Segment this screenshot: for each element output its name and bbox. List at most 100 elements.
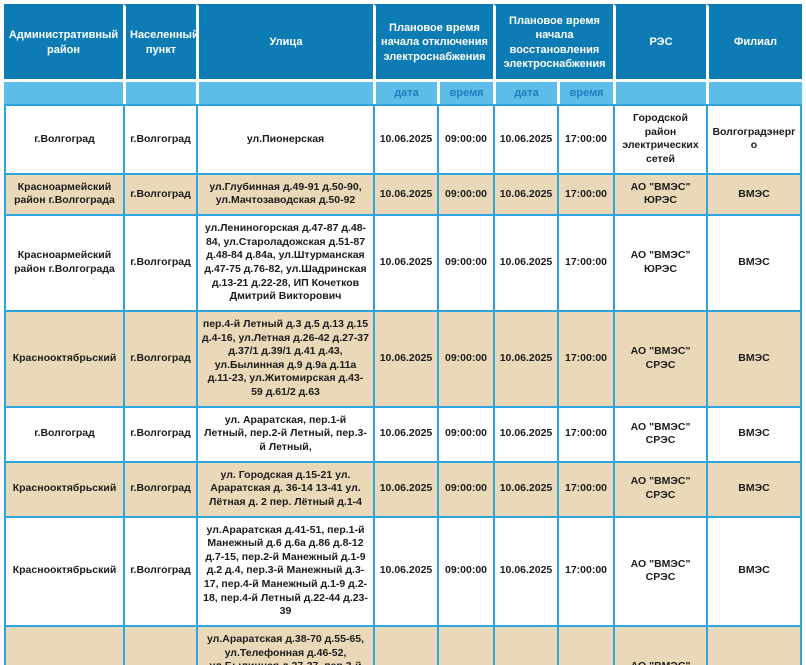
cell-on-time: 17:00:00 [557, 214, 613, 310]
cell-off-date: 10.06.2025 [373, 172, 437, 215]
cell-off-time: 09:00:00 [437, 460, 493, 516]
cell-res: АО "ВМЭС" СРЭС [613, 309, 706, 406]
cell-on-date: 10.06.2025 [493, 172, 557, 215]
table-row: Краснооктябрьский г.Волгоград ул. Городска… [4, 460, 802, 516]
table-row: Краснооктябрьскийг.Волгоградул.Араратска… [4, 625, 802, 665]
cell-settlement: г.Волгоград [123, 625, 196, 665]
cell-off-time: 09:00:00 [437, 214, 493, 310]
table-row: г.Волгоград г.Волгоград ул.Пионерская 10.06… [4, 104, 802, 173]
cell-off-date: 10.06.2025 [373, 309, 437, 406]
cell-res: Городской район электрических сетей [613, 104, 706, 173]
cell-district: г.Волгоград [4, 104, 123, 173]
header-cell-2: Улица [196, 4, 373, 80]
cell-branch: ВМЭС [706, 515, 802, 626]
cell-off-time: 09:00:00 [437, 172, 493, 215]
cell-res: АО "ВМЭС" СРЭС [613, 405, 706, 461]
cell-settlement: г.Волгоград [123, 405, 196, 461]
table-row: Красноармейский район г.Волгограда г.Волг… [4, 214, 802, 310]
cell-settlement: г.Волгоград [123, 515, 196, 626]
cell-off-time: 09:00:00 [437, 405, 493, 461]
header-cell-5: РЭС [613, 4, 706, 80]
cell-res: АО "ВМЭС" СРЭС [613, 515, 706, 626]
subheader-empty-5 [613, 79, 706, 105]
cell-branch: Волгоградэнерго [706, 104, 802, 173]
cell-district: Красноармейский район г.Волгограда [4, 172, 123, 215]
header-cell-6: Филиал [706, 4, 802, 80]
cell-street: ул.Глубинная д.49-91 д.50-90, ул.Мачтоза… [196, 172, 373, 215]
cell-res: АО "ВМЭС" СРЭС [613, 625, 706, 665]
cell-off-date: 10.06.2025 [373, 460, 437, 516]
cell-on-time: 17:00:00 [557, 104, 613, 173]
cell-district: г.Волгоград [4, 405, 123, 461]
header-cell-3: Плановое время начала отключения электро… [373, 4, 493, 80]
cell-branch: ВМЭС [706, 460, 802, 516]
cell-on-time: 17:00:00 [557, 515, 613, 626]
cell-on-time: 17:00:00 [557, 405, 613, 461]
cell-district: Краснооктябрьский [4, 515, 123, 626]
header-cell-1: Населенный пункт [123, 4, 199, 80]
table-header: Административный район Населенный пункт Ул… [4, 4, 802, 105]
cell-on-date: 10.06.2025 [493, 104, 557, 173]
cell-branch: ВМЭС [706, 214, 802, 310]
subheader-cell-time-3: время [437, 79, 493, 105]
cell-on-date: 10.06.2025 [493, 405, 557, 461]
cell-off-date: 10.06.2025 [373, 104, 437, 173]
cell-res: АО "ВМЭС" СРЭС [613, 460, 706, 516]
cell-settlement: г.Волгоград [123, 104, 196, 173]
cell-settlement: г.Волгоград [123, 309, 196, 406]
cell-off-time: 09:00:00 [437, 104, 493, 173]
cell-on-date: 10.06.2025 [493, 460, 557, 516]
cell-off-time: 09:00:00 [437, 515, 493, 626]
header-cell-4: Плановое время начала восстановления эле… [493, 4, 613, 80]
cell-branch: ВМЭС [706, 405, 802, 461]
cell-on-time: 17:00:00 [557, 172, 613, 215]
cell-settlement: г.Волгоград [123, 460, 196, 516]
cell-off-date: 10.06.2025 [373, 625, 437, 665]
cell-street: ул. Городская д.15-21 ул. Араратская д. … [196, 460, 373, 516]
subheader-cell-time-4: время [557, 79, 613, 105]
cell-on-date: 10.06.2025 [493, 309, 557, 406]
subheader-empty-0 [4, 79, 123, 105]
subheader-empty-1 [123, 79, 196, 105]
cell-off-date: 10.06.2025 [373, 405, 437, 461]
cell-off-date: 10.06.2025 [373, 515, 437, 626]
cell-street: ул. Араратская, пер.1-й Летный, пер.2-й … [196, 405, 373, 461]
cell-branch: ВМЭС [706, 172, 802, 215]
cell-district: Краснооктябрьский [4, 625, 123, 665]
cell-settlement: г.Волгоград [123, 214, 196, 310]
cell-street: ул.Пионерская [196, 104, 373, 173]
cell-res: АО "ВМЭС" ЮРЭС [613, 214, 706, 310]
cell-district: Краснооктябрьский [4, 309, 123, 406]
cell-off-time: 09:00:00 [437, 309, 493, 406]
cell-on-time: 17:00:00 [557, 625, 613, 665]
cell-on-date: 10.06.2025 [493, 214, 557, 310]
outage-table: Административный район Населенный пункт Ул… [4, 4, 802, 665]
cell-branch: ВМЭС [706, 309, 802, 406]
header-cell-0: Административный район [4, 4, 123, 80]
subheader-empty-6 [706, 79, 802, 105]
cell-district: Краснооктябрьский [4, 460, 123, 516]
cell-on-date: 10.06.2025 [493, 625, 557, 665]
subheader-cell-date-4: дата [493, 79, 557, 105]
cell-off-time: 09:00:00 [437, 625, 493, 665]
cell-street: пер.4-й Летный д.3 д.5 д.13 д.15 д.4-16,… [196, 309, 373, 406]
subheader-empty-2 [196, 79, 373, 105]
cell-street: ул.Араратская д.41-51, пер.1-й Манежный … [196, 515, 373, 626]
cell-street: ул.Араратская д.38-70 д.55-65, ул.Телефо… [196, 625, 373, 665]
cell-branch: ВМЭС [706, 625, 802, 665]
table-body: г.Волгоград г.Волгоград ул.Пионерская 10.06… [4, 104, 802, 665]
cell-settlement: г.Волгоград [123, 172, 196, 215]
cell-street: ул.Лениногорская д.47-87 д.48-84, ул.Ста… [196, 214, 373, 310]
cell-on-time: 17:00:00 [557, 309, 613, 406]
cell-on-time: 17:00:00 [557, 460, 613, 516]
table-row: Краснооктябрьский г.Волгоград пер.4-й Летн… [4, 309, 802, 406]
cell-off-date: 10.06.2025 [373, 214, 437, 310]
table-row: Красноармейский район г.Волгограда г.Волг… [4, 172, 802, 215]
cell-district: Красноармейский район г.Волгограда [4, 214, 123, 310]
cell-res: АО "ВМЭС" ЮРЭС [613, 172, 706, 215]
table-row: г.Волгоград г.Волгоград ул. Араратская, пе… [4, 405, 802, 461]
cell-on-date: 10.06.2025 [493, 515, 557, 626]
subheader-cell-date-3: дата [373, 79, 437, 105]
